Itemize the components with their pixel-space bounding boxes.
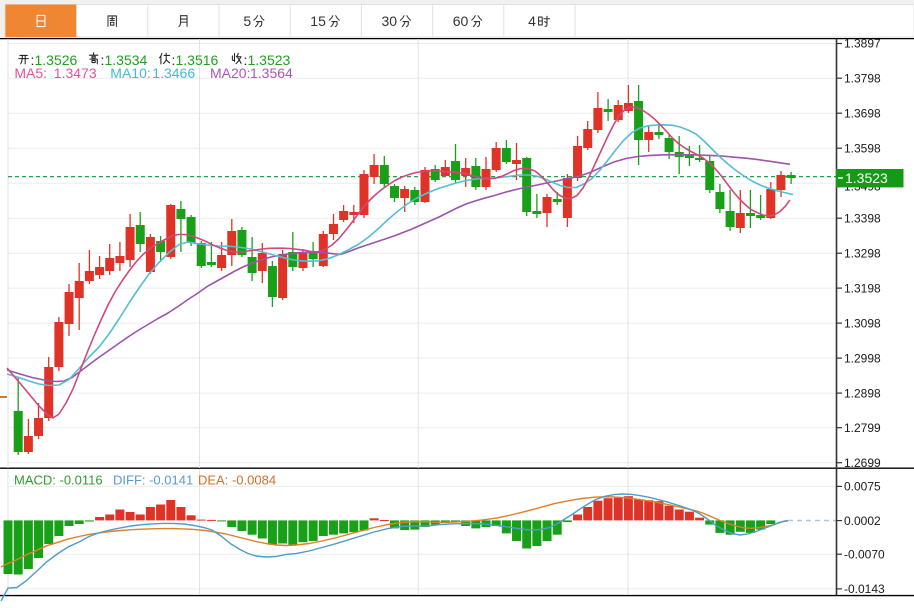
svg-text:30: 30 (382, 13, 398, 29)
svg-text:1.3534: 1.3534 (105, 52, 148, 68)
svg-text:1.3523: 1.3523 (248, 52, 291, 68)
svg-text:MACD: -0.0116: MACD: -0.0116 (14, 473, 103, 488)
svg-text:1.2998: 1.2998 (844, 351, 881, 365)
svg-text:1.2799: 1.2799 (844, 421, 881, 435)
svg-text:0.0075: 0.0075 (844, 480, 881, 494)
svg-text:1.3198: 1.3198 (844, 281, 881, 295)
svg-text:MA10:: MA10: (110, 65, 150, 81)
svg-text:1.3798: 1.3798 (844, 71, 881, 85)
svg-text:1.2699: 1.2699 (844, 456, 881, 470)
svg-text:DIFF: -0.0141: DIFF: -0.0141 (113, 473, 193, 488)
svg-text:MA20:: MA20: (210, 65, 250, 81)
svg-text:1.3466: 1.3466 (152, 65, 195, 81)
svg-text:4: 4 (528, 13, 536, 29)
svg-text:1.3398: 1.3398 (844, 211, 881, 225)
svg-text:1.2898: 1.2898 (844, 386, 881, 400)
svg-text::: : (101, 52, 105, 68)
svg-text:-0.0143: -0.0143 (844, 582, 885, 596)
svg-text:DEA: -0.0084: DEA: -0.0084 (198, 473, 276, 488)
svg-text:-0.0070: -0.0070 (844, 547, 885, 561)
svg-text:1.3526: 1.3526 (35, 52, 78, 68)
svg-text:1.3473: 1.3473 (54, 65, 97, 81)
svg-text::: : (172, 52, 176, 68)
svg-text::: : (31, 52, 35, 68)
svg-text::: : (244, 52, 248, 68)
svg-text:1.3098: 1.3098 (844, 316, 881, 330)
svg-text:15: 15 (310, 13, 326, 29)
svg-text:1.3516: 1.3516 (176, 52, 219, 68)
svg-text:1.3564: 1.3564 (250, 65, 293, 81)
svg-text:60: 60 (453, 13, 469, 29)
svg-text:1.3897: 1.3897 (844, 37, 881, 51)
svg-text:1.3298: 1.3298 (844, 246, 881, 260)
svg-text:MA5:: MA5: (14, 65, 47, 81)
svg-text:1.3523: 1.3523 (845, 170, 888, 186)
svg-text:1.3598: 1.3598 (844, 141, 881, 155)
svg-text:5: 5 (243, 13, 251, 29)
svg-text:1.3698: 1.3698 (844, 106, 881, 120)
svg-text:0.0002: 0.0002 (844, 514, 881, 528)
